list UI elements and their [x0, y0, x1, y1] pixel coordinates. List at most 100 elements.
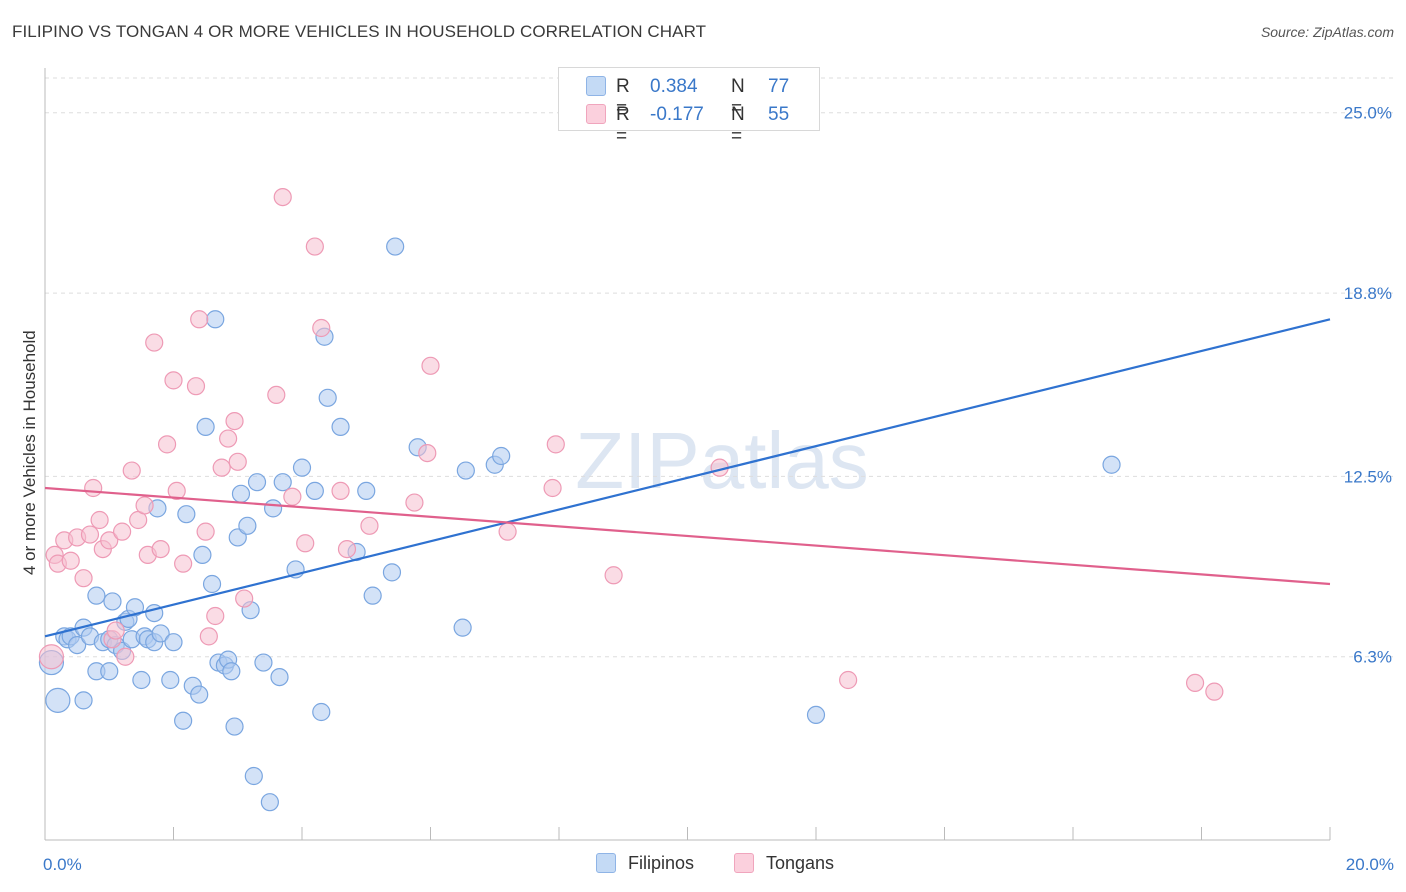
- filipino-point: [87, 586, 106, 605]
- y-tick-label: 25.0%: [1344, 104, 1392, 123]
- x-tick-label-max: 20.0%: [1346, 855, 1394, 874]
- tongan-point: [225, 411, 244, 431]
- source-label: Source: ZipAtlas.com: [1260, 24, 1394, 40]
- tongan-point: [1185, 673, 1205, 693]
- y-tick-label: 18.8%: [1344, 284, 1392, 303]
- filipino-point: [74, 691, 93, 710]
- tongans-trend-line: [44, 486, 1331, 586]
- tongan-point: [604, 566, 623, 585]
- filipino-point: [247, 473, 267, 492]
- r-label: R =: [616, 76, 630, 119]
- filipino-point: [103, 592, 122, 611]
- tongan-point: [90, 510, 109, 530]
- filipino-point: [231, 484, 251, 503]
- tongan-point: [84, 478, 103, 498]
- tongan-point: [174, 554, 193, 573]
- filipino-point: [254, 653, 273, 672]
- filipino-point: [312, 702, 331, 722]
- tongan-point: [331, 481, 350, 501]
- tongan-point: [235, 589, 254, 608]
- tongan-point: [267, 385, 286, 405]
- tongan-point: [122, 461, 141, 480]
- filipino-point: [206, 310, 225, 329]
- r-label: R =: [616, 104, 630, 147]
- tongan-point: [199, 627, 218, 646]
- tongan-point: [74, 569, 93, 588]
- filipino-point: [386, 237, 405, 256]
- filipino-point: [273, 473, 292, 492]
- r-value: -0.177: [650, 104, 704, 125]
- tongan-point: [157, 435, 177, 454]
- n-value: 77: [768, 76, 790, 97]
- y-tick-label: 12.5%: [1344, 467, 1392, 486]
- tongan-point: [145, 333, 164, 352]
- tongan-point: [337, 539, 357, 559]
- filipino-point: [382, 563, 402, 582]
- filipino-point: [193, 545, 212, 565]
- tongan-point: [61, 551, 80, 570]
- tongan-point: [360, 516, 379, 535]
- filipino-point: [357, 481, 376, 501]
- n-label: N =: [731, 76, 745, 119]
- filipinos-legend-swatch: [596, 853, 616, 873]
- tongan-point: [206, 606, 225, 626]
- y-axis-label: 4 or more Vehicles in Household: [20, 330, 39, 575]
- tongan-point: [167, 481, 186, 501]
- tongan-point: [112, 522, 132, 541]
- filipino-point: [196, 417, 215, 437]
- tongan-point: [405, 493, 424, 512]
- filipino-point: [806, 705, 826, 725]
- tongan-point: [186, 377, 206, 396]
- filipinos-trend-line: [44, 318, 1331, 638]
- tongan-point: [164, 371, 183, 390]
- chart-title: FILIPINO VS TONGAN 4 OR MORE VEHICLES IN…: [12, 22, 707, 41]
- y-tick-label: 6.3%: [1353, 648, 1392, 667]
- tongan-point: [421, 356, 440, 375]
- stats-box: R = 0.384 N = 77 R = -0.177 N = 55: [558, 67, 820, 147]
- tongan-point: [135, 496, 154, 515]
- tongan-point: [219, 429, 238, 448]
- filipino-point: [305, 481, 324, 501]
- tongan-point: [80, 525, 100, 544]
- tongan-point: [228, 452, 247, 471]
- tongan-point: [273, 187, 292, 207]
- filipino-point: [492, 446, 511, 466]
- tongan-point: [546, 435, 565, 454]
- tongan-point: [212, 458, 231, 477]
- tongan-point: [116, 647, 135, 666]
- filipino-point: [132, 670, 151, 690]
- tongan-point: [106, 621, 125, 640]
- tongan-point: [296, 534, 315, 553]
- filipino-point: [174, 711, 193, 730]
- tongan-point: [312, 318, 331, 338]
- filipino-point: [244, 766, 263, 786]
- filipino-point: [225, 717, 244, 736]
- filipino-point: [270, 667, 289, 687]
- n-label: N =: [731, 104, 745, 147]
- tongan-point: [196, 522, 215, 541]
- filipino-point: [202, 574, 222, 594]
- filipino-point: [331, 417, 350, 437]
- filipino-point: [228, 528, 247, 547]
- filipino-point: [1102, 455, 1121, 474]
- tongan-point: [1205, 682, 1224, 701]
- tongan-point: [839, 670, 858, 690]
- filipino-point: [151, 624, 170, 643]
- filipino-point: [125, 598, 145, 617]
- legend-label-tongans: Tongans: [766, 853, 835, 873]
- filipino-point: [453, 618, 472, 637]
- filipino-point: [161, 670, 180, 690]
- filipino-point: [68, 635, 87, 655]
- legend-label-filipinos: Filipinos: [628, 853, 695, 873]
- tongan-point: [418, 443, 437, 463]
- tongan-point: [100, 531, 119, 550]
- tongan-point: [38, 644, 65, 670]
- filipino-point: [190, 685, 209, 704]
- tongans-legend-swatch: [734, 853, 754, 873]
- tongan-point: [498, 522, 517, 541]
- n-value: 55: [768, 104, 790, 125]
- tongan-point: [543, 478, 562, 498]
- tongan-point: [283, 487, 302, 506]
- filipino-point: [177, 505, 196, 524]
